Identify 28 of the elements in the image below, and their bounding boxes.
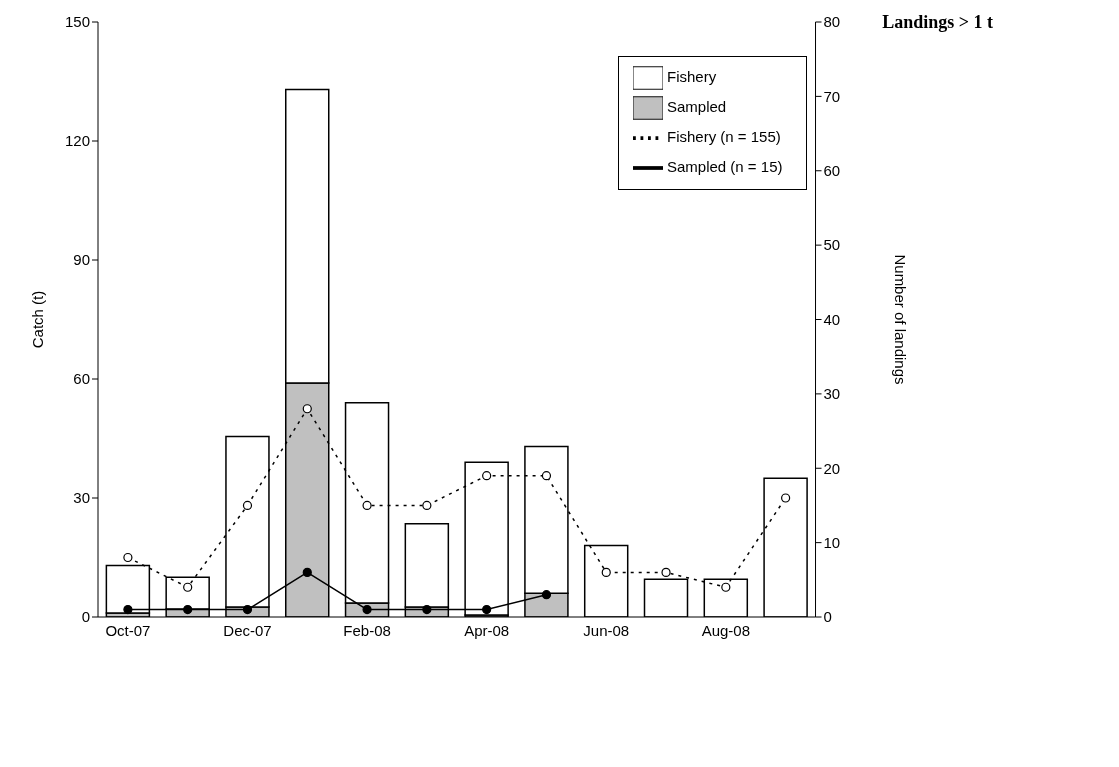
x-tick-label: Apr-08 [464,621,510,639]
x-tick-label: Feb-08 [343,621,391,639]
y-tick-label: 90 [73,251,90,269]
y-tick-label: 60 [73,370,90,388]
legend-label: Fishery [667,67,717,85]
y2-axis-title: Number of landings [892,254,910,385]
legend-label: Fishery (n = 155) [667,127,781,145]
y2-tick-label: 70 [823,87,841,105]
y-tick-label: 30 [73,489,90,507]
y-tick-label: 120 [64,132,90,150]
y2-tick-label: 30 [823,385,841,403]
y2-tick-label: 10 [823,533,841,551]
x-tick-label: Dec-07 [223,621,272,639]
y2-tick-label: 0 [823,608,832,626]
y2-tick-label: 60 [823,162,841,180]
y2-tick-label: 50 [823,236,841,254]
y-tick-label: 0 [81,608,90,626]
y-axis-title: Catch (t) [29,290,47,349]
legend-label: Sampled [667,97,727,115]
y2-tick-label: 80 [823,13,841,31]
x-tick-label: Jun-08 [583,621,630,639]
x-tick-label: Oct-07 [105,621,151,639]
legend-label: Sampled (n = 15) [667,157,783,175]
text: Landings > 1 t [882,12,993,33]
y2-tick-label: 20 [823,459,841,477]
y2-tick-label: 40 [823,310,841,328]
x-tick-label: Aug-08 [701,621,751,639]
y-tick-label: 150 [64,13,90,31]
